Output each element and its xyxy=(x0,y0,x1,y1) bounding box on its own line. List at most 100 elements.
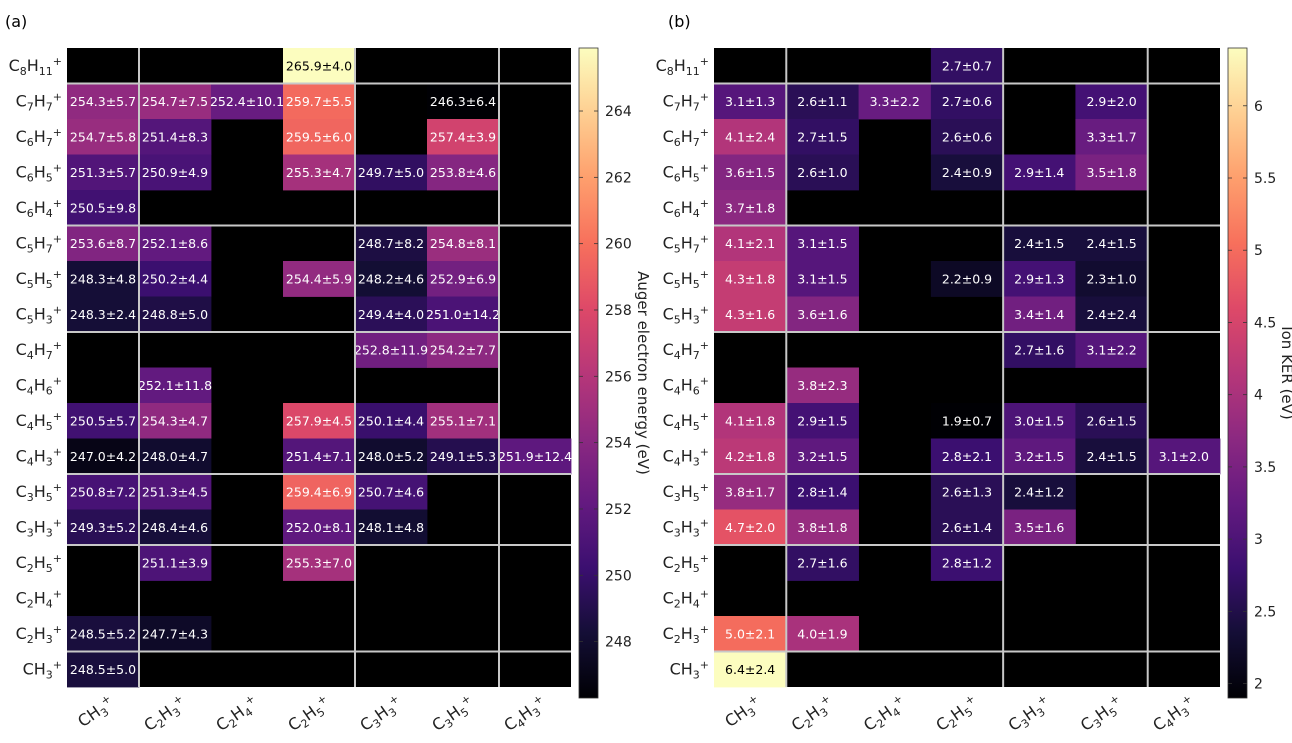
cell-label: 246.3±6.4 xyxy=(430,94,496,109)
heatmap-cell xyxy=(139,83,212,120)
cell-label: 250.9±4.9 xyxy=(142,165,208,180)
heatmap-cell xyxy=(283,509,356,546)
column-label: C3H5+ xyxy=(428,692,479,737)
row-label: C8H11+ xyxy=(9,55,62,78)
heatmap-cell xyxy=(355,332,428,368)
colorbar xyxy=(578,47,599,699)
heatmap-cell xyxy=(139,367,212,404)
cell-label: 251.3±4.5 xyxy=(142,484,208,499)
heatmap-cell xyxy=(1075,119,1149,155)
cell-label: 254.3±4.7 xyxy=(142,413,208,428)
heatmap-cell xyxy=(1003,403,1076,439)
heatmap-cell xyxy=(714,154,787,191)
cell-label: 4.3±1.6 xyxy=(725,307,775,322)
heatmap-cell xyxy=(1075,332,1149,368)
cell-label: 255.3±4.7 xyxy=(286,165,352,180)
row-label: C3H5+ xyxy=(663,481,709,504)
cell-label: 1.9±0.7 xyxy=(942,413,992,428)
cell-label: 255.3±7.0 xyxy=(286,555,352,570)
heatmap-cell xyxy=(355,438,428,475)
heatmap-cell xyxy=(1075,261,1149,297)
heatmap-cell xyxy=(139,474,212,510)
cell-label: 252.1±8.6 xyxy=(142,236,208,251)
heatmap-cell xyxy=(211,83,284,120)
cell-label: 2.8±1.2 xyxy=(942,555,992,570)
row-label: C4H3+ xyxy=(663,445,709,468)
cell-label: 252.4±10.1 xyxy=(210,94,284,109)
colorbar-tick-label: 5.5 xyxy=(1254,171,1276,187)
cell-label: 249.3±5.2 xyxy=(70,520,136,535)
heatmap-cell xyxy=(714,119,787,155)
heatmap-cell xyxy=(930,83,1004,120)
cell-label: 250.7±4.6 xyxy=(358,484,424,499)
heatmap-cell xyxy=(427,119,500,155)
cell-label: 254.4±5.9 xyxy=(286,271,352,286)
colorbar-tick-label: 260 xyxy=(605,237,632,253)
cell-label: 2.7±0.7 xyxy=(942,58,992,73)
heatmap-cell xyxy=(499,438,572,475)
cell-label: 4.1±2.1 xyxy=(725,236,775,251)
heatmap-cell xyxy=(714,651,787,688)
heatmap-cell xyxy=(786,509,859,546)
cell-label: 251.0±14.2 xyxy=(426,307,500,322)
cell-label: 252.9±6.9 xyxy=(430,271,496,286)
row-label: C8H11+ xyxy=(656,55,709,78)
heatmap-cell xyxy=(67,119,140,155)
heatmap-cell xyxy=(786,367,859,404)
heatmap-cell xyxy=(714,296,787,333)
heatmap-cell xyxy=(67,616,140,652)
cell-label: 2.6±1.4 xyxy=(942,520,992,535)
colorbar-label: Auger electron energy (eV) xyxy=(634,271,652,475)
cell-label: 2.7±1.6 xyxy=(797,555,847,570)
heatmap-cell xyxy=(139,261,212,297)
cell-label: 3.1±1.3 xyxy=(725,94,775,109)
heatmap-cell xyxy=(1075,296,1149,333)
cell-label: 253.6±8.7 xyxy=(70,236,136,251)
cell-label: 259.7±5.5 xyxy=(286,94,352,109)
row-label: C6H7+ xyxy=(16,126,62,149)
row-label: C2H3+ xyxy=(16,623,62,646)
heatmap-cell xyxy=(283,119,356,155)
cell-label: 250.8±7.2 xyxy=(70,484,136,499)
cell-label: 257.9±4.5 xyxy=(286,413,352,428)
cell-label: 2.4±2.4 xyxy=(1086,307,1136,322)
heatmap-cell xyxy=(714,190,787,226)
heatmap-cell xyxy=(786,616,859,652)
colorbar-tick-label: 2.5 xyxy=(1254,604,1276,620)
heatmap-cell xyxy=(67,83,140,120)
cell-label: 2.9±2.0 xyxy=(1086,94,1136,109)
heatmap-cell xyxy=(283,474,356,510)
cell-label: 248.1±4.8 xyxy=(358,520,424,535)
cell-label: 4.2±1.8 xyxy=(725,449,775,464)
heatmap-cell xyxy=(1003,438,1076,475)
cell-label: 3.6±1.5 xyxy=(725,165,775,180)
cell-label: 2.4±1.5 xyxy=(1014,236,1064,251)
heatmap-cell xyxy=(139,616,212,652)
cell-label: 3.3±1.7 xyxy=(1086,129,1136,144)
heatmap-cell xyxy=(1075,83,1149,120)
heatmap-cell xyxy=(67,261,140,297)
colorbar-tick-label: 258 xyxy=(605,303,632,319)
cell-label: 251.9±12.4 xyxy=(498,449,572,464)
heatmap-cell xyxy=(67,225,140,262)
cell-label: 254.8±8.1 xyxy=(430,236,496,251)
heatmap-cell xyxy=(355,474,428,510)
cell-label: 4.3±1.8 xyxy=(725,271,775,286)
heatmap-cell xyxy=(355,154,428,191)
heatmap-cell xyxy=(786,474,859,510)
heatmap-cell xyxy=(930,154,1004,191)
cell-label: 257.4±3.9 xyxy=(430,129,496,144)
heatmap-cell xyxy=(283,545,356,581)
cell-label: 248.7±8.2 xyxy=(358,236,424,251)
column-label: C2H5+ xyxy=(932,692,983,737)
heatmap-cell xyxy=(67,403,140,439)
cell-label: 248.3±2.4 xyxy=(70,307,136,322)
column-label: C2H5+ xyxy=(284,692,335,737)
column-label: C2H4+ xyxy=(859,692,910,737)
heatmap-cell xyxy=(1003,225,1076,262)
colorbar xyxy=(1227,47,1248,699)
cell-label: 247.0±4.2 xyxy=(70,449,136,464)
row-label: C5H5+ xyxy=(16,268,62,291)
row-label: C3H5+ xyxy=(16,481,62,504)
